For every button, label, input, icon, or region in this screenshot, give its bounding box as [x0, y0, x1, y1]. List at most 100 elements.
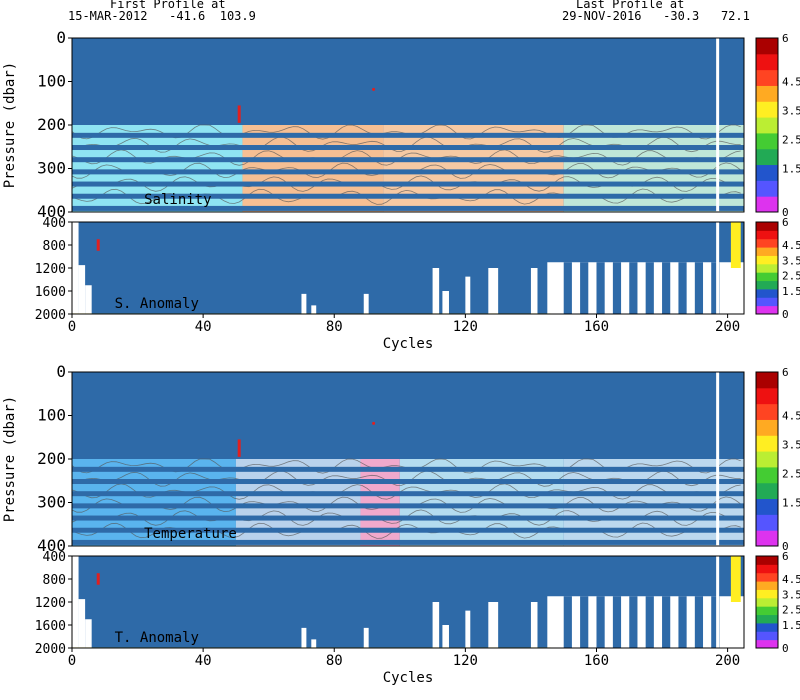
- salinity-anomaly-gap-2: [85, 285, 92, 314]
- temperature-anomaly-marker: [96, 573, 100, 585]
- temperature-colorbar-segment: [756, 451, 778, 468]
- temperature-anomaly-gap-9: [488, 602, 499, 648]
- temperature-ytick-label: 200: [37, 449, 66, 468]
- salinity-anomaly-gap-10: [530, 268, 538, 314]
- temperature-band-5: [72, 527, 744, 533]
- temperature-band-4: [72, 515, 744, 521]
- salinity-ytick-label: 300: [37, 159, 66, 178]
- temperature-anomaly-ytick-label: 1200: [35, 596, 66, 611]
- temperature-anomaly-gap-6: [432, 602, 440, 648]
- temperature-anomaly-gap-0: [72, 556, 79, 648]
- salinity-anomaly-colorbar-segment: [756, 288, 778, 298]
- salinity-band-5: [72, 193, 744, 199]
- salinity-anomaly-gap-5: [363, 293, 369, 314]
- temperature-anomaly-colorbar-segment: [756, 564, 778, 574]
- salinity-colorbar-label: 6: [782, 32, 789, 45]
- temperature-anomaly-edge-anomaly: [730, 556, 741, 602]
- temperature-anomaly-colorbar-segment: [756, 639, 778, 649]
- salinity-colorbar-label: 2.5: [782, 134, 800, 147]
- salinity-colorbar-segment: [756, 53, 778, 71]
- temperature-colorbar-segment: [756, 498, 778, 515]
- salinity-ytick-label: 400: [37, 202, 66, 221]
- temperature-colorbar-segment: [756, 403, 778, 420]
- temperature-anomaly-column: [596, 596, 605, 648]
- salinity-anomaly-colorbar-label: 0: [782, 308, 789, 321]
- salinity-anomaly-colorbar-label: 1.5: [782, 285, 800, 298]
- salinity-colorbar-label: 3.5: [782, 105, 800, 118]
- temperature-colorbar-label: 2.5: [782, 468, 800, 481]
- salinity-colorbar-segment: [756, 101, 778, 118]
- temperature-anomaly-ytick-label: 2000: [35, 642, 66, 657]
- salinity-anomaly-xtick-label: 80: [326, 319, 343, 335]
- temperature-ytick-label: 400: [37, 536, 66, 555]
- temperature-anomaly-colorbar-segment: [756, 556, 778, 565]
- temperature-anomaly-column: [645, 596, 654, 648]
- salinity-ytick-label: 100: [37, 72, 66, 91]
- temperature-anomaly-colorbar-segment: [756, 631, 778, 641]
- temperature-anomaly-colorbar-label: 2.5: [782, 604, 800, 617]
- salinity-anomaly-xtick-label: 160: [584, 319, 609, 335]
- temperature-anomaly-gap-3: [301, 627, 307, 648]
- salinity-anomaly-xtick-label: 200: [715, 319, 740, 335]
- temperature-colorbar-segment: [756, 530, 778, 547]
- temperature-anomaly-column: [580, 596, 589, 648]
- salinity-anomaly-gap-3: [301, 293, 307, 314]
- salinity-anomaly-xtick-label: 40: [195, 319, 212, 335]
- temperature-colorbar-label: 4.5: [782, 410, 800, 423]
- temperature-colorbar-segment: [756, 514, 778, 531]
- salinity-colorbar-segment: [756, 117, 778, 134]
- salinity-colorbar-label: 1.5: [782, 163, 800, 176]
- salinity-anomaly-colorbar-segment: [756, 272, 778, 282]
- temperature-anomaly-colorbar-segment: [756, 572, 778, 582]
- salinity-anomaly-colorbar-segment: [756, 247, 778, 256]
- temperature-anomaly-missing-cycle: [716, 556, 720, 648]
- salinity-anomaly-colorbar-segment: [756, 230, 778, 240]
- temperature-anomaly-column: [662, 596, 671, 648]
- temperature-anomaly-xtick-label: 120: [453, 653, 478, 669]
- salinity-colorbar-segment: [756, 196, 778, 213]
- salinity-anomaly-column: [563, 262, 572, 314]
- salinity-anomaly-xtick-label: 120: [453, 319, 478, 335]
- temperature-anomaly-colorbar-segment: [756, 581, 778, 590]
- temperature-colorbar-segment: [756, 419, 778, 436]
- salinity-band-2: [72, 157, 744, 163]
- salinity-anomaly-column: [580, 262, 589, 314]
- salinity-colorbar-label: 0: [782, 206, 789, 219]
- salinity-anomaly-gap-7: [442, 291, 449, 314]
- temperature-anomaly-gap-2: [85, 619, 92, 648]
- temperature-marker: [237, 439, 241, 457]
- temperature-anomaly-xtick-label: 0: [68, 653, 76, 669]
- salinity-shading-1: [242, 125, 384, 212]
- temperature-anomaly-ytick-label: 800: [43, 573, 66, 588]
- temperature-anomaly-colorbar-segment: [756, 614, 778, 624]
- temperature-colorbar-label: 0: [782, 540, 789, 553]
- salinity-anomaly-label: S. Anomaly: [115, 296, 199, 312]
- temperature-anomaly-colorbar-segment: [756, 606, 778, 616]
- temperature-anomaly-colorbar-frame: [755, 555, 779, 649]
- temperature-colorbar-label: 1.5: [782, 497, 800, 510]
- salinity-anomaly-colorbar-label: 2.5: [782, 270, 800, 283]
- salinity-anomaly-xtick-label: 0: [68, 319, 76, 335]
- temperature-anomaly-gap-7: [442, 625, 449, 648]
- salinity-anomaly-missing-cycle: [716, 222, 720, 314]
- temperature-anomaly-label: T. Anomaly: [115, 630, 199, 646]
- salinity-anomaly-column: [694, 262, 704, 314]
- temperature-anomaly-gap-5: [363, 627, 369, 648]
- salinity-anomaly-colorbar-segment: [756, 263, 778, 273]
- salinity-colorbar-segment: [756, 132, 778, 150]
- salinity-anomaly-edge-anomaly: [730, 222, 741, 268]
- temperature-anomaly-colorbar-label: 3.5: [782, 588, 800, 601]
- salinity-label: Salinity: [144, 192, 211, 208]
- temperature-panel: 0 100 200 300 400 Temperature Pressure (dbar) 6…: [2, 362, 800, 555]
- salinity-anomaly-ytick-label: 400: [43, 216, 66, 231]
- temperature-ylabel: Pressure (dbar): [2, 396, 18, 522]
- temperature-colorbar-segment: [756, 466, 778, 484]
- salinity-anomaly-ytick-label: 1600: [35, 285, 66, 300]
- salinity-panel: 0 100 200 300 400 Salinity Pressure (dbar) 6 4.5…: [2, 28, 800, 221]
- temperature-dot: [372, 421, 376, 425]
- salinity-colorbar-frame: [755, 37, 779, 213]
- temperature-band-3: [72, 503, 744, 509]
- salinity-colorbar-label: 4.5: [782, 76, 800, 89]
- temperature-anomaly-column: [678, 596, 687, 648]
- salinity-anomaly-ytick-label: 800: [43, 239, 66, 254]
